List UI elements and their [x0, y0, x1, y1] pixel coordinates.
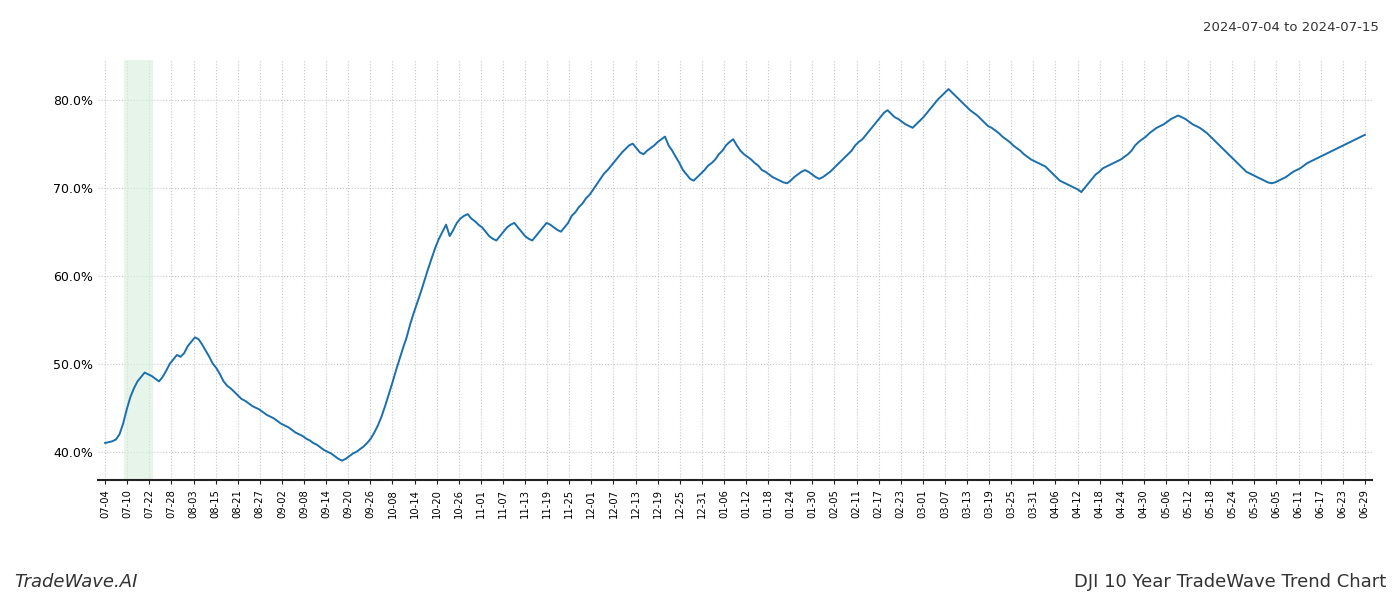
Bar [125, 60, 153, 480]
Text: 2024-07-04 to 2024-07-15: 2024-07-04 to 2024-07-15 [1203, 21, 1379, 34]
Text: TradeWave.AI: TradeWave.AI [14, 573, 137, 591]
Text: DJI 10 Year TradeWave Trend Chart: DJI 10 Year TradeWave Trend Chart [1074, 573, 1386, 591]
